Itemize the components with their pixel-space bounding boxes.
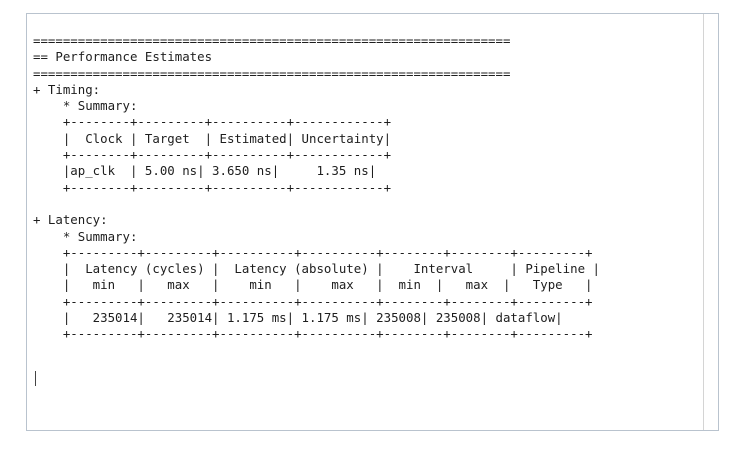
- timing-table-header: | Clock | Target | Estimated| Uncertaint…: [33, 130, 392, 146]
- timing-table-border: +--------+---------+----------+---------…: [33, 179, 392, 195]
- latency-heading: + Latency:: [33, 212, 108, 228]
- latency-table-border: +---------+---------+----------+--------…: [33, 326, 593, 342]
- timing-heading: + Timing:: [33, 81, 101, 97]
- latency-table-border: +---------+---------+----------+--------…: [33, 244, 593, 260]
- separator-line: ========================================…: [33, 65, 511, 81]
- latency-table-header: | Latency (cycles) | Latency (absolute) …: [33, 261, 600, 277]
- timing-table-border: +--------+---------+----------+---------…: [33, 114, 392, 130]
- report-panel: ========================================…: [26, 13, 719, 431]
- timing-summary-label: * Summary:: [33, 98, 138, 114]
- latency-table-row: | 235014| 235014| 1.175 ms| 1.175 ms| 23…: [33, 310, 563, 326]
- timing-table-border: +--------+---------+----------+---------…: [33, 147, 392, 163]
- latency-table-subheader: | min | max | min | max | min | max | Ty…: [33, 277, 593, 293]
- right-margin-line: [703, 14, 704, 430]
- separator-line: ========================================…: [33, 33, 511, 48]
- performance-report[interactable]: ========================================…: [33, 33, 600, 343]
- timing-table-row: |ap_clk | 5.00 ns| 3.650 ns| 1.35 ns|: [33, 163, 377, 179]
- blank-line: [33, 196, 600, 212]
- latency-summary-label: * Summary:: [33, 228, 138, 244]
- section-title: == Performance Estimates: [33, 49, 213, 65]
- latency-table-border: +---------+---------+----------+--------…: [33, 293, 593, 309]
- text-cursor: [35, 371, 36, 386]
